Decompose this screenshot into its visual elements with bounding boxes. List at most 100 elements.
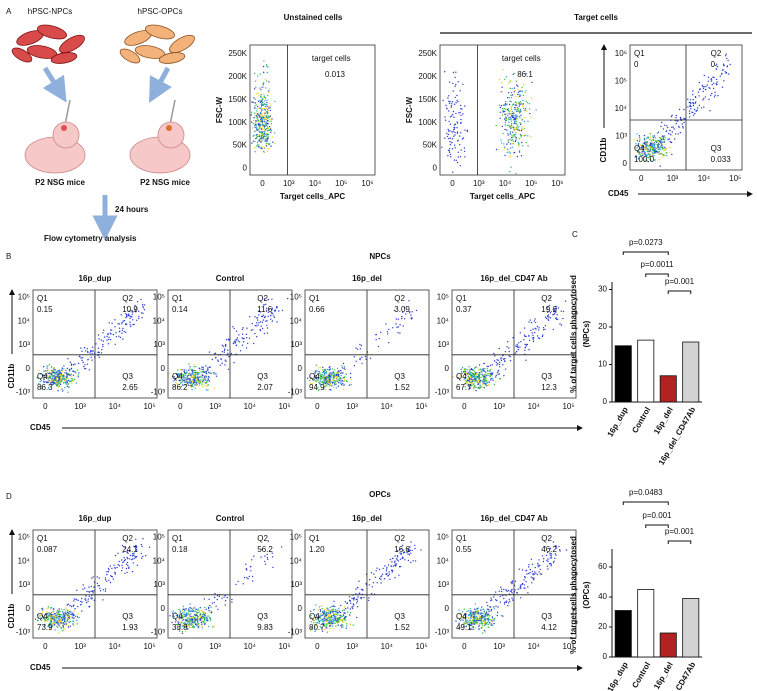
event-dot (225, 360, 227, 362)
panel-title: OPCs (369, 490, 391, 499)
event-dot (247, 578, 249, 580)
event-dot (647, 147, 649, 150)
event-dot (469, 611, 471, 613)
event-dot (67, 383, 70, 385)
event-dot (391, 557, 394, 560)
event-dot (342, 624, 344, 626)
event-dot (403, 318, 406, 320)
event-dot (671, 131, 673, 133)
event-dot (389, 578, 391, 580)
event-dot (182, 605, 185, 608)
event-dot (353, 599, 355, 601)
event-dot (127, 564, 129, 567)
event-dot (317, 390, 320, 392)
event-dot (106, 339, 108, 341)
event-dot (482, 385, 484, 388)
event-dot (66, 382, 69, 384)
event-dot (509, 131, 511, 133)
event-dot (50, 607, 53, 609)
event-dot (214, 387, 216, 389)
event-dot (261, 101, 264, 104)
x-tick-label: 10⁵ (729, 174, 741, 183)
event-dot (255, 134, 257, 137)
event-dot (481, 606, 483, 608)
event-dot (671, 126, 673, 128)
event-dot (520, 102, 522, 104)
event-dot (54, 622, 56, 625)
event-dot (232, 342, 235, 345)
event-dot (380, 331, 382, 333)
event-dot (349, 614, 351, 616)
event-dot (346, 625, 348, 627)
event-dot (470, 379, 472, 381)
event-dot (201, 374, 203, 376)
event-dot (518, 105, 520, 107)
event-dot (511, 110, 513, 113)
y-axis-label: CD11b (599, 137, 608, 162)
event-dot (516, 118, 518, 120)
event-dot (70, 364, 73, 366)
event-dot (232, 326, 234, 328)
event-dot (677, 120, 679, 122)
event-dot (469, 610, 472, 612)
event-dot (501, 91, 503, 93)
event-dot (67, 614, 69, 616)
event-dot (525, 134, 527, 136)
event-dot (99, 587, 101, 589)
event-dot (180, 375, 182, 377)
event-dot (327, 376, 330, 378)
event-dot (263, 125, 265, 128)
event-dot (484, 371, 487, 374)
x-tick-label: 10³ (493, 402, 505, 411)
event-dot (207, 607, 210, 610)
event-dot (187, 384, 190, 386)
event-dot (513, 126, 515, 128)
event-dot (258, 95, 260, 97)
event-dot (265, 118, 268, 121)
event-dot (375, 339, 377, 341)
event-dot (201, 383, 203, 385)
event-dot (51, 615, 53, 617)
event-dot (50, 620, 53, 622)
quadrant-name: Q2 (122, 534, 133, 543)
event-dot (319, 373, 321, 376)
event-dot (361, 362, 363, 365)
event-dot (517, 95, 519, 97)
event-dot (482, 378, 485, 381)
event-dot (323, 617, 326, 620)
event-dot (256, 145, 258, 147)
y-tick-label: 0 (433, 164, 438, 173)
event-dot (267, 142, 269, 145)
event-dot (50, 378, 53, 380)
event-dot (560, 324, 563, 326)
event-dot (203, 620, 205, 622)
event-dot (492, 372, 494, 374)
event-dot (192, 375, 194, 377)
event-dot (126, 306, 128, 309)
event-dot (141, 304, 144, 306)
event-dot (530, 135, 532, 138)
event-dot (472, 373, 474, 375)
event-dot (195, 374, 197, 376)
event-dot (64, 371, 66, 374)
event-dot (269, 102, 271, 105)
event-dot (472, 388, 475, 390)
event-dot (525, 570, 527, 572)
event-dot (388, 571, 390, 573)
event-dot (454, 76, 456, 79)
event-dot (388, 573, 391, 575)
event-dot (459, 122, 462, 125)
event-dot (331, 605, 333, 608)
event-dot (61, 369, 63, 371)
event-dot (519, 117, 521, 119)
event-dot (242, 327, 244, 329)
event-dot (184, 608, 186, 610)
event-dot (192, 382, 195, 384)
event-dot (260, 89, 262, 91)
event-dot (257, 119, 260, 122)
event-dot (190, 617, 192, 619)
quadrant-name: Q1 (634, 49, 645, 58)
event-dot (484, 619, 487, 621)
event-dot (185, 613, 188, 615)
event-dot (473, 608, 476, 610)
